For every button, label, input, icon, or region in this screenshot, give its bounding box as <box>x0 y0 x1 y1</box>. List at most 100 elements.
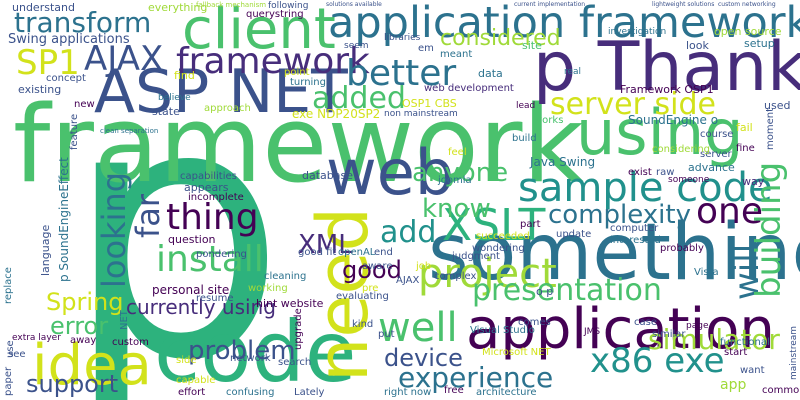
word-seem: seem <box>344 41 369 51</box>
word-em: em <box>418 43 434 54</box>
word-idea: idea <box>32 333 152 398</box>
word-resume: resume <box>196 293 234 304</box>
word-course: course <box>700 129 734 140</box>
word-fail: fail <box>736 121 753 134</box>
word-feel: feel <box>448 147 467 158</box>
word-pre: pre <box>362 283 379 294</box>
word-right-now: right now <box>384 387 432 398</box>
word-judgment: judgment <box>452 251 500 262</box>
word-put: put <box>378 329 395 340</box>
word-similar: similar <box>652 329 686 340</box>
word-know: know <box>422 194 491 224</box>
word-solutions-available: solutions available <box>326 1 382 8</box>
word-mainstream: mainstream <box>789 325 799 380</box>
word-presentation: presentation <box>472 273 662 308</box>
word-support: support <box>26 370 119 398</box>
word-working: working <box>248 283 288 294</box>
word-looking: looking <box>95 171 133 288</box>
word-see: see <box>8 349 26 360</box>
word-web-development: web development <box>424 83 514 94</box>
word-part: part <box>520 219 541 230</box>
word-install: install <box>156 239 264 280</box>
word-kind: kind <box>352 319 374 330</box>
word-device: device <box>384 344 463 372</box>
word-p-large: p <box>64 29 287 400</box>
word-lately: Lately <box>294 387 325 398</box>
word-start: start <box>724 347 748 358</box>
word-meant: meant <box>440 49 473 60</box>
word-exist: exist <box>628 167 652 178</box>
word-considered: considered <box>440 26 561 51</box>
word-site: site <box>522 39 542 52</box>
word-evaluating: evaluating <box>336 291 389 302</box>
word-using: using <box>576 96 744 169</box>
word-o-p: o p <box>536 285 554 298</box>
word-lightweight-solutions: lightweight solutions <box>652 1 715 8</box>
word-project: project <box>418 251 557 297</box>
word-everything: everything <box>148 1 208 14</box>
word-real: real <box>564 67 582 77</box>
word-capable: capable <box>176 375 216 386</box>
word-non-mainstream: non mainstream <box>384 109 458 119</box>
word-used: used <box>764 99 791 112</box>
word-jms: JMS <box>584 327 601 337</box>
word-web: web <box>326 136 455 209</box>
word-joomla: joomla <box>438 175 472 186</box>
word-find: find <box>174 69 195 82</box>
word-xslt: XSLT <box>442 200 546 251</box>
word-sp1: SP1 <box>16 43 80 83</box>
word-currently-using: currently using <box>126 295 276 319</box>
word-approach: approach <box>204 103 251 114</box>
word-aware: aware <box>362 261 393 272</box>
word-asp-net: ASP NET <box>94 57 348 127</box>
word-sample-code: sample code <box>518 165 773 211</box>
word-advance: advance <box>688 161 735 174</box>
word-interested: interested <box>610 235 661 246</box>
word-setup: setup <box>744 37 775 50</box>
word-problem: problem <box>188 336 296 366</box>
word-following: following <box>268 1 309 11</box>
word-replace: replace <box>3 267 14 304</box>
word-point: point <box>284 67 310 78</box>
word-question: question <box>168 233 216 246</box>
word-thing: thing <box>166 197 259 238</box>
word-someone: someone <box>668 175 710 185</box>
word-client: client <box>182 0 336 62</box>
word-data: data <box>478 67 503 80</box>
word-pondering: pondering <box>196 249 247 260</box>
word-incomplete: incomplete <box>188 192 244 203</box>
word-current-implementation: current implementation <box>514 1 586 8</box>
word-simulator: simulator <box>648 323 780 356</box>
word-job: job <box>416 261 432 272</box>
word-concept: concept <box>46 73 86 84</box>
word-confusing: confusing <box>226 387 275 398</box>
word-vista: Vista <box>694 267 719 278</box>
word-feature: feature <box>69 113 80 150</box>
word-away: away <box>70 335 97 346</box>
word-add: add <box>380 215 437 250</box>
word-ajax-small: AJAX <box>396 275 420 286</box>
word-added: added <box>312 81 406 116</box>
word-computer: computer <box>610 223 659 234</box>
word-server: server <box>700 149 732 160</box>
word-update: update <box>556 229 592 240</box>
word-experience: experience <box>398 361 554 394</box>
word-fallback-mechanism: fallback mechanism <box>196 1 267 9</box>
word-anyone: anyone <box>412 158 509 188</box>
word-one: one <box>696 191 763 232</box>
word-works: works <box>534 115 564 126</box>
word-side: side <box>176 355 197 366</box>
word-soundengine-o: SoundEngine o <box>628 113 719 127</box>
word-case: case <box>634 317 657 328</box>
word-framework-osp1: Framework OSP1 <box>620 83 714 96</box>
word-page: page <box>686 321 709 331</box>
word-openal: openAL <box>338 247 376 258</box>
word-p-thanks: p Thanks <box>533 28 800 107</box>
word-probably: probably <box>660 243 704 254</box>
word-cleaning: cleaning <box>264 271 307 282</box>
word-network: network <box>230 353 271 364</box>
word-end: end <box>374 247 393 258</box>
word-state: state <box>152 105 180 118</box>
word-libraries: libraries <box>384 33 421 43</box>
word-extra-layer: extra layer <box>12 333 61 343</box>
